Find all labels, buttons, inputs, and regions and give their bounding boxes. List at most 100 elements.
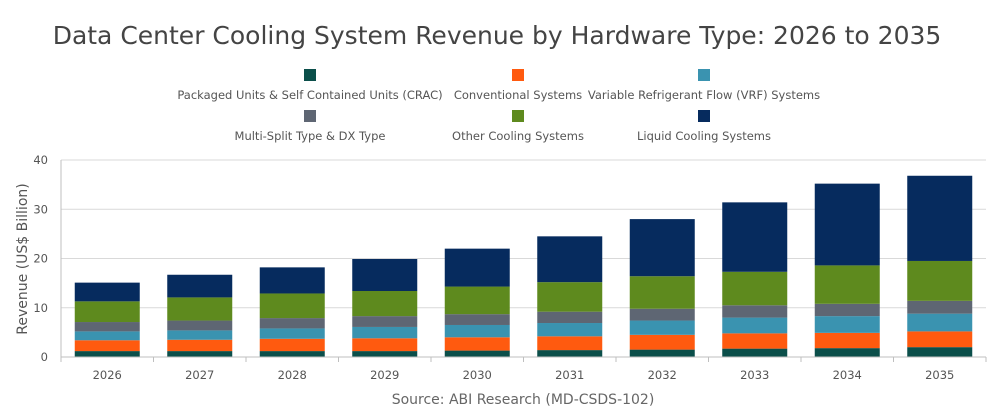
x-tick-label: 2028 [278,368,307,382]
legend-label: Variable Refrigerant Flow (VRF) Systems [588,88,820,102]
bar-stack-2032 [629,219,695,357]
legend-swatch [304,69,316,81]
bar-segment [537,236,603,283]
bar-segment [74,322,140,332]
bar-stack-2029 [352,258,418,357]
bar-segment [722,317,788,334]
bar-segment [74,340,140,352]
y-tick-label: 0 [41,350,48,364]
bar-segment [259,338,325,352]
bar-segment [167,297,233,321]
bar-segment [167,339,233,352]
bar-segment [722,305,788,318]
bar-segment [167,320,233,331]
x-tick-label: 2031 [555,368,584,382]
legend-item: Variable Refrigerant Flow (VRF) Systems [588,69,820,102]
legend-item: Conventional Systems [454,69,582,102]
bar-segment [629,320,695,335]
bar-segment [537,336,603,351]
bar-segment [167,274,233,298]
x-tick-label: 2027 [185,368,214,382]
bar-segment [444,337,510,351]
bar-segment [629,308,695,321]
bar-segment [814,332,880,349]
y-axis-ticks: 0 10 20 30 40 [33,153,48,364]
bar-segment [629,276,695,309]
y-tick-label: 20 [33,252,48,266]
legend-swatch [512,110,524,122]
bar-stack-2026 [74,282,140,357]
chart-title: Data Center Cooling System Revenue by Ha… [53,21,942,50]
bar-segment [722,348,788,357]
bar-segment [259,318,325,329]
bar-segment [352,291,418,317]
bar-segment [352,316,418,327]
bar-segment [907,175,973,261]
bar-segment [259,328,325,339]
bar-segment [814,316,880,333]
bar-stack-2030 [444,248,510,357]
bar-segment [444,350,510,357]
bar-segment [814,348,880,357]
bar-segment [629,349,695,357]
x-tick-label: 2029 [370,368,399,382]
bar-segment [259,293,325,319]
bar-segment [167,351,233,357]
x-tick-label: 2026 [93,368,122,382]
legend-label: Conventional Systems [454,88,582,102]
bar-segment [629,334,695,350]
bar-segment [74,301,140,323]
bar-segment [814,303,880,317]
bar-segment [167,330,233,340]
bar-segment [907,260,973,301]
bar-stack-2035 [907,175,973,357]
legend-swatch [698,69,710,81]
bar-stack-2033 [722,202,788,357]
legend-swatch [698,110,710,122]
bar-segment [352,326,418,339]
bar-segment [722,202,788,272]
x-tick-label: 2033 [740,368,769,382]
legend-item: Multi-Split Type & DX Type [235,110,386,143]
legend-swatch [512,69,524,81]
bar-segment [444,324,510,338]
bar-segment [259,267,325,294]
bar-segment [444,286,510,315]
x-tick-label: 2034 [833,368,862,382]
bar-segment [907,313,973,332]
bar-segment [537,282,603,312]
bar-stack-2031 [537,236,603,357]
source-note: Source: ABI Research (MD-CSDS-102) [392,392,655,408]
bar-segment [907,331,973,348]
bars [74,175,973,357]
bar-segment [74,331,140,341]
bar-segment [629,219,695,277]
bar-stack-2028 [259,267,325,357]
legend: Packaged Units & Self Contained Units (C… [177,69,820,143]
bar-segment [814,265,880,304]
bar-segment [537,311,603,324]
x-tick-label: 2035 [925,368,954,382]
legend-label: Liquid Cooling Systems [637,129,771,143]
legend-item: Other Cooling Systems [452,110,584,143]
legend-label: Multi-Split Type & DX Type [235,129,386,143]
y-tick-label: 30 [33,202,48,216]
x-tick-label: 2030 [463,368,492,382]
y-axis-title: Revenue (US$ Billion) [15,183,31,334]
y-tick-label: 10 [33,301,48,315]
x-tick-label: 2032 [648,368,677,382]
bar-segment [444,248,510,287]
y-tick-label: 40 [33,153,48,167]
bar-segment [444,314,510,325]
bar-segment [352,338,418,352]
legend-item: Liquid Cooling Systems [637,110,771,143]
bar-segment [722,333,788,349]
bar-segment [722,271,788,306]
bar-segment [907,347,973,357]
bar-segment [74,351,140,357]
x-axis-ticks: 2026 2027 2028 2029 2030 2031 2032 2033 2034 2035 [60,357,987,382]
legend-label: Other Cooling Systems [452,129,584,143]
bar-stack-2034 [814,183,880,357]
bar-segment [814,183,880,266]
